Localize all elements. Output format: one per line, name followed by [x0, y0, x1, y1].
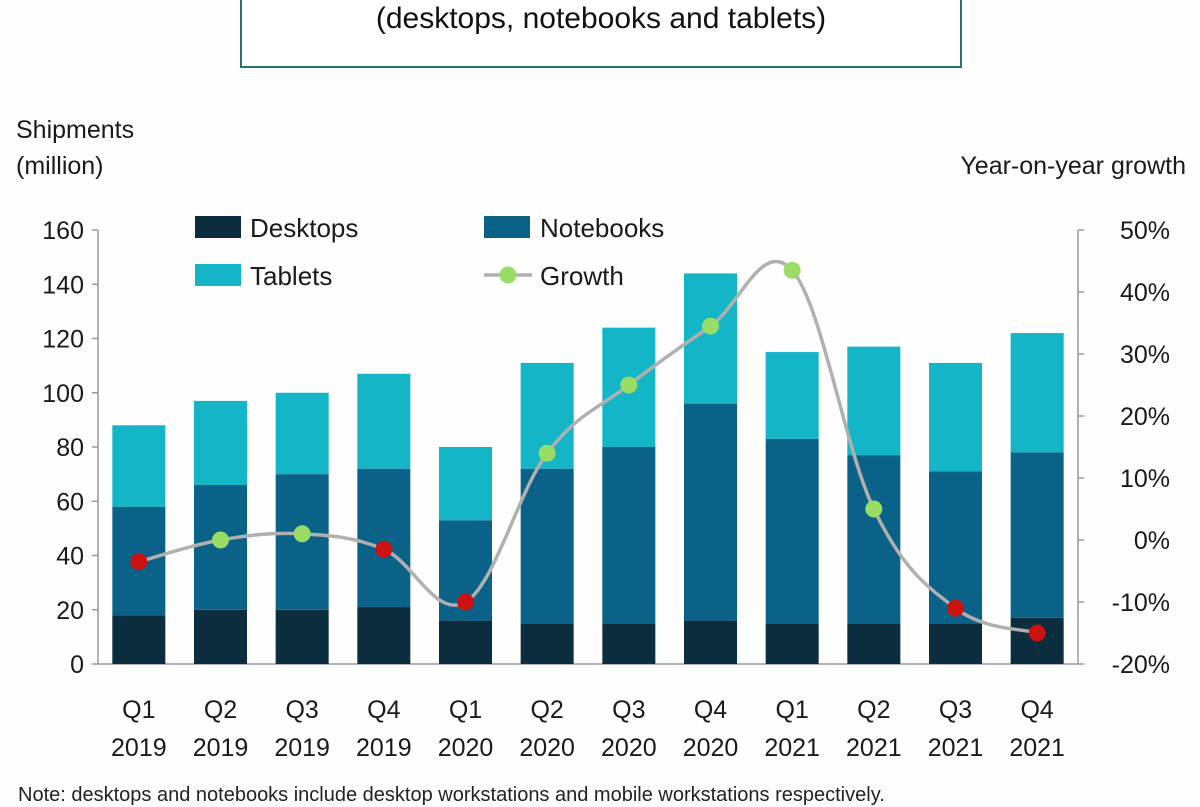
- notebooks-bar: [765, 438, 819, 624]
- left-tick-label: 20: [56, 597, 84, 625]
- left-tick-label: 140: [42, 271, 84, 299]
- left-tick-label: 60: [56, 488, 84, 516]
- growth-point: [130, 553, 148, 571]
- legend-desktops-label: Desktops: [250, 213, 358, 243]
- notebooks-bar: [929, 471, 982, 624]
- legend-growth-label: Growth: [540, 261, 624, 291]
- growth-point: [620, 376, 638, 394]
- x-tick-label-year: 2021: [1009, 734, 1065, 762]
- right-tick-label: -20%: [1112, 651, 1170, 679]
- desktops-bar: [194, 609, 247, 664]
- x-tick-label-quarter: Q4: [694, 696, 727, 724]
- x-tick-label-year: 2020: [601, 734, 657, 762]
- desktops-bar: [765, 623, 819, 664]
- tablets-bar: [1010, 333, 1064, 453]
- notebooks-bar: [1010, 452, 1064, 618]
- x-tick-label-quarter: Q2: [530, 696, 563, 724]
- growth-point: [375, 540, 393, 558]
- x-tick-label-quarter: Q4: [367, 696, 400, 724]
- tablets-bar: [357, 373, 411, 469]
- right-axis-title: Year-on-year growth: [960, 152, 1186, 180]
- right-tick-label: 0%: [1134, 527, 1170, 555]
- legend-tablets-label: Tablets: [250, 261, 332, 291]
- x-tick-label-quarter: Q1: [122, 696, 155, 724]
- right-tick-label: 10%: [1120, 465, 1170, 493]
- tablets-bar: [112, 425, 166, 507]
- growth-point: [702, 317, 719, 335]
- tablets-bar: [929, 362, 982, 472]
- x-tick-label-year: 2020: [683, 734, 739, 762]
- right-tick-label: -10%: [1112, 589, 1170, 617]
- desktops-bar: [357, 607, 411, 664]
- x-tick-label-year: 2020: [519, 734, 575, 762]
- growth-point: [212, 531, 229, 549]
- desktops-bar: [520, 623, 574, 664]
- desktops-bar: [684, 620, 737, 664]
- legend-tablets-swatch: [195, 264, 241, 286]
- x-tick-label-quarter: Q3: [285, 696, 318, 724]
- right-tick-label: 50%: [1120, 217, 1170, 245]
- growth-point: [457, 593, 474, 611]
- notebooks-bar: [520, 468, 574, 624]
- notebooks-bar: [357, 468, 411, 608]
- chart-title-box: (desktops, notebooks and tablets): [240, 0, 962, 68]
- tablets-bar: [194, 400, 247, 485]
- legend-notebooks-swatch: [484, 216, 530, 238]
- x-tick-label-quarter: Q1: [449, 696, 482, 724]
- notebooks-bar: [684, 403, 737, 621]
- desktops-bar: [439, 620, 492, 664]
- x-tick-label-quarter: Q2: [204, 696, 237, 724]
- x-tick-label-year: 2020: [438, 734, 494, 762]
- notebooks-bar: [847, 455, 901, 624]
- x-tick-label-year: 2019: [356, 734, 412, 762]
- left-axis-title-line1: Shipments: [16, 116, 135, 144]
- footnote: Note: desktops and notebooks include des…: [18, 784, 885, 806]
- left-tick-label: 100: [42, 380, 84, 408]
- tablets-bar: [439, 447, 492, 521]
- growth-point: [1028, 624, 1046, 642]
- growth-point: [783, 261, 801, 279]
- right-tick-label: 20%: [1120, 403, 1170, 431]
- left-tick-label: 40: [56, 543, 84, 571]
- x-tick-label-year: 2021: [928, 734, 984, 762]
- x-tick-label-quarter: Q4: [1020, 696, 1053, 724]
- left-axis-title-line2: (million): [16, 152, 104, 180]
- desktops-bar: [112, 615, 166, 664]
- x-tick-label-quarter: Q3: [612, 696, 645, 724]
- x-tick-label-quarter: Q3: [939, 696, 972, 724]
- right-tick-label: 40%: [1120, 279, 1170, 307]
- growth-point: [538, 444, 556, 462]
- desktops-bar: [602, 623, 656, 664]
- desktops-bar: [847, 623, 901, 664]
- growth-point: [865, 500, 883, 518]
- left-axis-title: Shipments (million): [16, 112, 134, 184]
- growth-point: [293, 525, 311, 543]
- x-tick-label-year: 2019: [193, 734, 249, 762]
- desktops-bar: [275, 609, 329, 664]
- x-tick-label-year: 2019: [274, 734, 330, 762]
- x-tick-label-quarter: Q1: [775, 696, 808, 724]
- legend-notebooks-label: Notebooks: [540, 213, 664, 243]
- desktops-bar: [929, 623, 982, 664]
- left-tick-label: 120: [42, 326, 84, 354]
- tablets-bar: [847, 346, 901, 456]
- tablets-bar: [275, 392, 329, 475]
- x-tick-label-quarter: Q2: [857, 696, 890, 724]
- growth-point: [947, 599, 964, 617]
- left-tick-label: 0: [70, 651, 84, 679]
- chart-subtitle: (desktops, notebooks and tablets): [375, 2, 827, 35]
- legend-desktops-swatch: [195, 216, 241, 238]
- x-tick-label-year: 2019: [111, 734, 167, 762]
- left-tick-label: 160: [42, 217, 84, 245]
- growth-line: [138, 259, 1038, 635]
- x-tick-label-year: 2021: [764, 734, 820, 762]
- left-tick-label: 80: [56, 434, 84, 462]
- tablets-bar: [765, 352, 819, 439]
- legend-growth-marker: [499, 266, 517, 284]
- notebooks-bar: [602, 447, 656, 624]
- right-tick-label: 30%: [1120, 341, 1170, 369]
- x-tick-label-year: 2021: [846, 734, 902, 762]
